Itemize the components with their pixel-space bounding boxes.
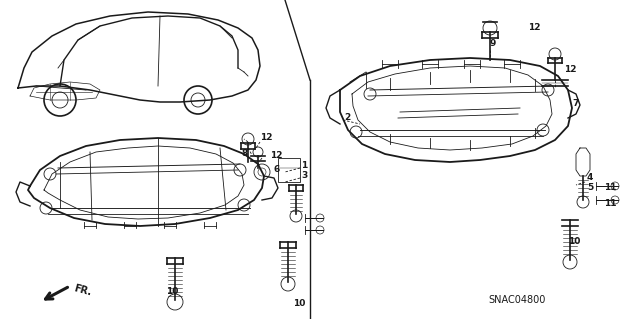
Bar — [278, 158, 300, 182]
Text: 6: 6 — [273, 166, 279, 174]
Text: 7: 7 — [572, 100, 579, 108]
Text: 10: 10 — [568, 238, 580, 247]
Text: 10: 10 — [293, 299, 305, 308]
Text: 10: 10 — [166, 287, 179, 296]
Text: 1: 1 — [301, 160, 307, 169]
Text: 12: 12 — [260, 133, 273, 143]
Text: 2: 2 — [344, 114, 350, 122]
Text: 11: 11 — [604, 183, 616, 192]
Text: 12: 12 — [528, 24, 541, 33]
Text: 4: 4 — [587, 174, 593, 182]
Text: 11: 11 — [604, 198, 616, 207]
Text: 8: 8 — [242, 150, 248, 159]
Text: 9: 9 — [490, 39, 497, 48]
Text: 12: 12 — [270, 151, 282, 160]
Text: 3: 3 — [301, 170, 307, 180]
Text: FR.: FR. — [73, 283, 93, 297]
Text: 12: 12 — [564, 65, 577, 75]
Text: 5: 5 — [587, 183, 593, 192]
Text: SNAC04800: SNAC04800 — [488, 295, 545, 305]
